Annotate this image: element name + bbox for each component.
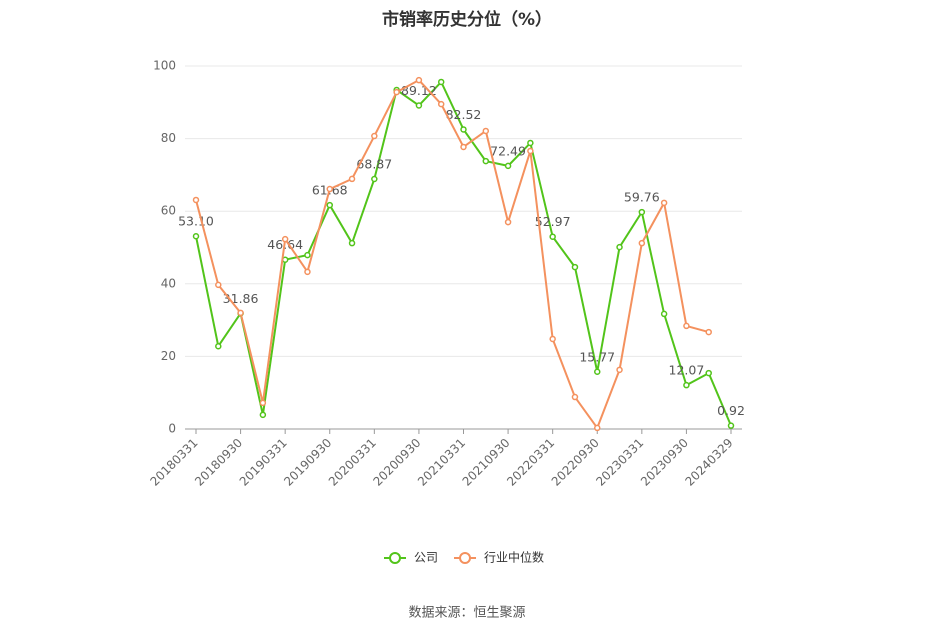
point (460, 143, 467, 151)
y-tick-label: 20 (161, 349, 176, 363)
legend-marker (389, 552, 401, 564)
point (527, 147, 534, 155)
series-line (195, 80, 732, 427)
point (215, 342, 222, 350)
data-label: 59.76 (624, 190, 660, 205)
point (571, 393, 579, 401)
point (348, 175, 356, 183)
x-tick-label: 20230930 (638, 436, 691, 489)
point (259, 411, 267, 419)
point (215, 281, 222, 289)
point (371, 132, 378, 140)
legend-marker (459, 552, 472, 564)
x-tick-label: 20220331 (504, 436, 557, 489)
point (415, 76, 423, 84)
point (616, 243, 623, 251)
point (192, 232, 200, 240)
point (348, 239, 356, 247)
data-label: 52.97 (535, 214, 571, 229)
point (482, 127, 490, 135)
data-label: 82.52 (446, 107, 482, 122)
point (437, 78, 445, 86)
y-tick-label: 80 (161, 131, 176, 145)
data-label: 72.49 (490, 143, 526, 158)
point (393, 88, 400, 96)
point (415, 102, 423, 109)
point (504, 162, 512, 170)
point (660, 310, 668, 318)
y-tick-label: 0 (168, 422, 176, 436)
point (326, 201, 333, 209)
x-tick-label: 20190331 (237, 436, 290, 489)
point (504, 218, 512, 226)
point (683, 381, 690, 389)
data-label: 0.92 (717, 403, 745, 418)
chart-title: 市销率历史分位（%） (382, 9, 552, 30)
legend-label: 行业中位数 (484, 550, 544, 565)
y-tick-label: 60 (161, 204, 176, 218)
point (192, 196, 200, 204)
data-label: 15.77 (579, 349, 615, 364)
point (304, 268, 311, 276)
point (304, 251, 311, 259)
point (705, 369, 712, 377)
point (616, 366, 623, 374)
point (683, 322, 690, 330)
point (638, 239, 646, 247)
point (549, 233, 556, 240)
point (594, 424, 601, 432)
y-tick-label: 100 (153, 59, 176, 73)
point (437, 100, 445, 108)
data-label: 53.10 (178, 214, 214, 229)
point (482, 157, 490, 165)
point (549, 335, 556, 343)
data-label: 12.07 (669, 363, 705, 378)
source: 数据来源：恒生聚源 (408, 606, 525, 621)
x-tick-label: 20200930 (370, 436, 423, 489)
point (705, 328, 712, 336)
point (326, 185, 333, 193)
point (281, 235, 289, 243)
series-line (195, 78, 709, 430)
data-label: 68.87 (356, 157, 392, 172)
point (727, 422, 735, 429)
point (571, 263, 579, 271)
point (371, 175, 378, 183)
y-tick-label: 40 (161, 276, 176, 290)
point (527, 139, 534, 147)
legend-label: 公司 (414, 551, 438, 565)
x-tick-label: 20240329 (683, 436, 736, 489)
point (660, 199, 668, 207)
point (594, 368, 601, 376)
point (460, 126, 467, 133)
point (638, 208, 646, 216)
point (237, 309, 244, 317)
data-label: 89.12 (401, 83, 437, 98)
point (259, 399, 267, 407)
